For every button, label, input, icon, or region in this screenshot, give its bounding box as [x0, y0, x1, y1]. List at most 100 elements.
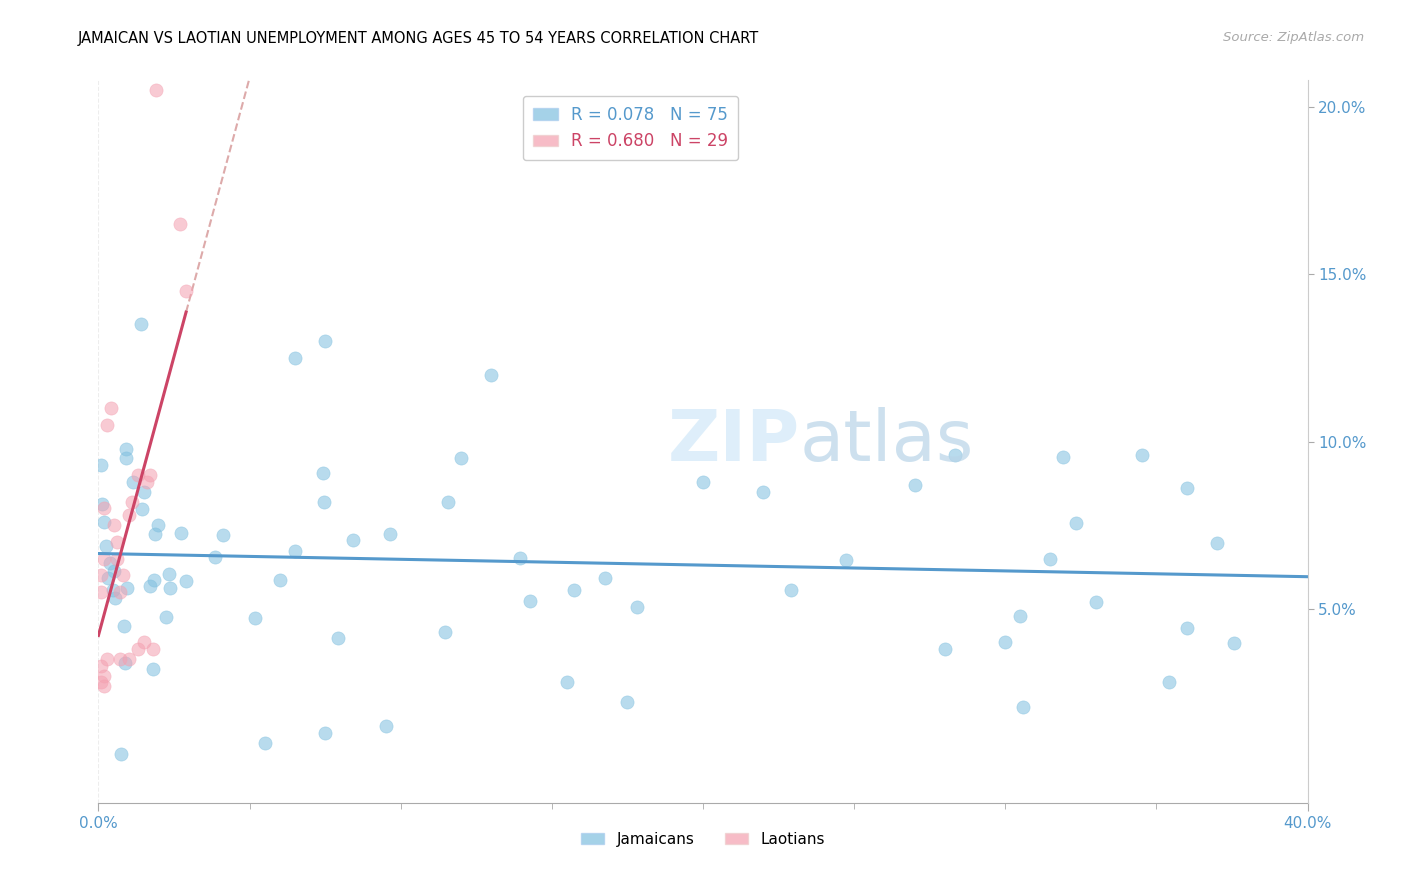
Point	[169, 526, 191, 541]
Point	[1008, 608, 1031, 623]
Point	[97, 570, 120, 584]
Point	[103, 518, 125, 533]
Text: atlas: atlas	[800, 407, 974, 476]
Point	[134, 485, 156, 500]
Point	[835, 553, 858, 567]
Point	[111, 568, 134, 582]
Point	[145, 83, 167, 97]
Point	[100, 401, 122, 416]
Point	[96, 417, 118, 432]
Point	[555, 675, 578, 690]
Point	[93, 551, 115, 566]
Point	[312, 467, 335, 481]
Point	[96, 539, 118, 553]
Point	[118, 508, 141, 523]
Point	[132, 635, 155, 649]
Point	[90, 585, 112, 599]
Point	[110, 747, 132, 761]
Point	[103, 564, 125, 578]
Point	[91, 497, 114, 511]
Point	[1064, 516, 1087, 531]
Point	[142, 573, 165, 587]
Point	[127, 642, 149, 657]
Point	[118, 652, 141, 666]
Point	[108, 652, 131, 666]
Point	[692, 475, 714, 489]
Point	[752, 484, 775, 499]
Point	[1011, 700, 1033, 714]
Point	[212, 528, 235, 542]
Point	[1159, 674, 1181, 689]
Point	[155, 609, 177, 624]
Point	[509, 551, 531, 566]
Point	[169, 217, 191, 231]
Point	[115, 581, 138, 595]
Point	[436, 494, 458, 508]
Point	[101, 582, 124, 597]
Point	[93, 501, 115, 516]
Point	[450, 451, 472, 466]
Point	[378, 526, 401, 541]
Point	[131, 502, 153, 516]
Point	[481, 368, 503, 382]
Point	[129, 318, 152, 332]
Point	[174, 574, 197, 589]
Point	[93, 669, 115, 683]
Point	[122, 475, 145, 489]
Point	[1175, 621, 1198, 635]
Point	[98, 556, 121, 570]
Point	[139, 579, 162, 593]
Point	[1175, 482, 1198, 496]
Point	[90, 675, 112, 690]
Point	[204, 550, 226, 565]
Point	[105, 551, 128, 566]
Point	[904, 478, 927, 492]
Point	[284, 544, 307, 558]
Point	[1052, 450, 1074, 464]
Point	[135, 475, 157, 489]
Point	[104, 591, 127, 605]
Point	[1085, 595, 1108, 609]
Point	[90, 458, 112, 472]
Point	[253, 735, 276, 749]
Legend: Jamaicans, Laotians: Jamaicans, Laotians	[575, 826, 831, 853]
Point	[93, 679, 115, 693]
Point	[142, 662, 165, 676]
Point	[312, 495, 335, 509]
Point	[562, 583, 585, 598]
Point	[326, 631, 349, 645]
Point	[174, 284, 197, 298]
Point	[157, 567, 180, 582]
Point	[93, 515, 115, 529]
Point	[114, 656, 136, 670]
Point	[269, 573, 291, 587]
Point	[143, 526, 166, 541]
Point	[90, 568, 112, 582]
Point	[115, 450, 138, 465]
Point	[616, 696, 638, 710]
Point	[1223, 636, 1246, 650]
Point	[519, 594, 541, 608]
Point	[994, 635, 1017, 649]
Point	[314, 725, 336, 739]
Point	[1205, 536, 1227, 550]
Point	[434, 624, 457, 639]
Point	[114, 442, 136, 456]
Point	[90, 658, 112, 673]
Point	[626, 600, 648, 615]
Point	[595, 571, 617, 585]
Point	[139, 467, 162, 482]
Text: JAMAICAN VS LAOTIAN UNEMPLOYMENT AMONG AGES 45 TO 54 YEARS CORRELATION CHART: JAMAICAN VS LAOTIAN UNEMPLOYMENT AMONG A…	[77, 31, 759, 46]
Point	[943, 448, 966, 462]
Point	[159, 581, 181, 595]
Point	[374, 719, 396, 733]
Point	[780, 582, 803, 597]
Point	[1130, 448, 1153, 462]
Point	[127, 467, 149, 482]
Point	[243, 610, 266, 624]
Point	[314, 334, 336, 348]
Point	[934, 642, 956, 657]
Point	[114, 619, 136, 633]
Point	[284, 351, 307, 365]
Point	[1039, 552, 1062, 566]
